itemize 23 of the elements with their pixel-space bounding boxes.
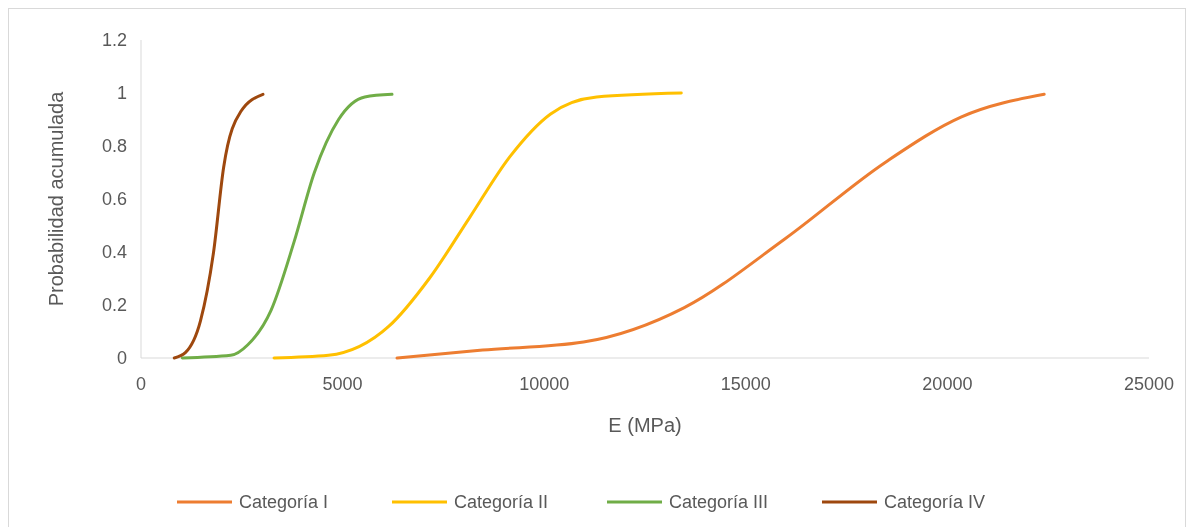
y-tick-label: 0.2 <box>101 295 127 315</box>
y-axis-title: Probabilidad acumulada <box>45 90 67 307</box>
line-series <box>395 92 1046 360</box>
x-tick-label: 0 <box>135 374 147 394</box>
line-series <box>180 92 394 360</box>
y-tick-label: 0.4 <box>101 242 127 262</box>
line-series <box>272 91 683 360</box>
legend-label: Categoría IV <box>884 492 986 512</box>
x-tick-label: 20000 <box>922 374 973 394</box>
legend-label: Categoría II <box>454 492 549 512</box>
y-tick-label: 1 <box>116 83 127 103</box>
legend-label: Categoría III <box>669 492 769 512</box>
legend-label: Categoría I <box>239 492 329 512</box>
y-tick-label: 0 <box>116 348 127 368</box>
y-tick-label: 0.8 <box>101 136 127 156</box>
y-tick-label: 0.6 <box>101 189 127 209</box>
line-series <box>172 92 265 360</box>
x-tick-label: 15000 <box>720 374 771 394</box>
x-axis-title: E (MPa) <box>608 414 682 436</box>
x-tick-label: 25000 <box>1123 374 1175 394</box>
x-tick-label: 10000 <box>519 374 570 394</box>
x-tick-label: 5000 <box>322 374 363 394</box>
y-tick-label: 1.2 <box>101 30 127 50</box>
